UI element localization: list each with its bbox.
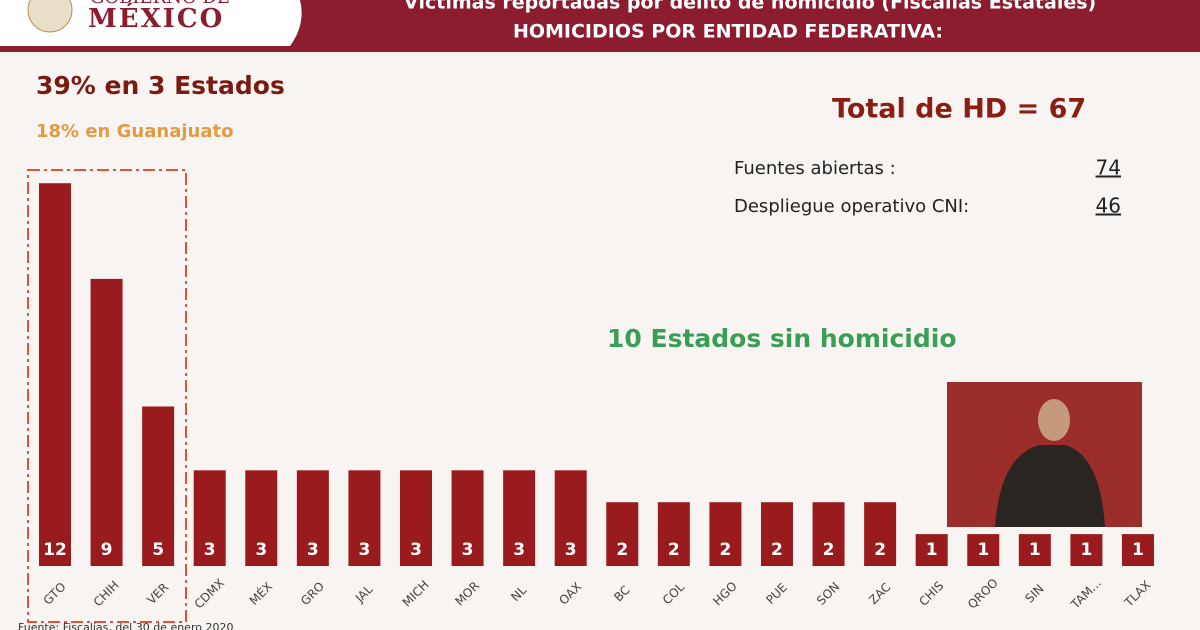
breakdown-label: Despliegue operativo CNI: [734, 196, 969, 217]
bar [812, 502, 845, 566]
bar [554, 470, 587, 566]
bar [399, 470, 432, 566]
chart-subtitle: HOMICIDIOS POR ENTIDAD FEDERATIVA: [513, 21, 943, 43]
value-label: 2 [616, 540, 628, 560]
value-label: 2 [874, 540, 886, 560]
value-label: 3 [255, 540, 267, 560]
logo-bottom: MÉXICO [88, 2, 224, 34]
x-tick-label: NL [508, 583, 529, 604]
bar [1070, 534, 1103, 566]
value-label: 1 [977, 540, 989, 560]
x-tick-label: COL [660, 580, 687, 607]
bar [451, 470, 484, 566]
note: 10 Estados sin homicidio [607, 324, 957, 353]
value-label: 3 [307, 540, 319, 560]
logo-top: GOBIERNO DE [90, 0, 230, 8]
x-tick-label: QROO [965, 576, 1001, 612]
bar [503, 470, 536, 566]
x-tick-label: CHIS [916, 579, 946, 609]
x-tick-label: VER [144, 580, 171, 607]
x-tick-label: OAX [556, 580, 584, 608]
bar [657, 502, 690, 566]
total: Total de HD = 67 [832, 94, 1086, 125]
source: Fuente: Fiscalías, del 30 de enero 2020 [18, 621, 233, 630]
bar [709, 502, 742, 566]
x-tick-label: SON [814, 579, 842, 607]
breakdown-value: 46 [1096, 194, 1121, 218]
value-label: 2 [771, 540, 783, 560]
bar [915, 534, 948, 566]
highlight: 39% en 3 Estados [36, 71, 285, 100]
bar [39, 183, 71, 566]
value-label: 2 [823, 540, 835, 560]
value-label: 1 [1029, 540, 1041, 560]
figure-body [995, 445, 1105, 527]
bar [606, 502, 639, 566]
bar [1121, 534, 1154, 566]
x-tick-label: MÉX [246, 579, 275, 608]
x-tick-label: GRO [298, 579, 327, 608]
highlight-sub: 18% en Guanajuato [36, 121, 233, 142]
bar [864, 502, 897, 566]
x-tick-label: TLAX [1121, 578, 1153, 610]
bar [1018, 534, 1051, 566]
x-tick-label: ZAC [866, 580, 893, 607]
bar [90, 278, 123, 566]
x-tick-label: BC [611, 583, 633, 605]
value-label: 3 [204, 540, 216, 560]
x-tick-label: HGO [710, 579, 740, 609]
logo-emblem [27, 0, 73, 33]
x-tick-label: MOR [452, 579, 482, 609]
x-tick-label: JAL [352, 582, 376, 606]
value-label: 9 [101, 540, 113, 560]
bar [245, 470, 278, 566]
bar [760, 502, 793, 566]
bar [967, 534, 1000, 566]
x-tick-label: TAM... [1068, 576, 1104, 612]
value-label: 3 [410, 540, 422, 560]
value-label: 3 [565, 540, 577, 560]
value-label: 2 [719, 540, 731, 560]
bar [142, 406, 175, 566]
value-label: 3 [513, 540, 525, 560]
value-label: 5 [152, 540, 164, 560]
bar [193, 470, 226, 566]
value-label: 3 [462, 540, 474, 560]
x-tick-label: CDMX [192, 576, 227, 611]
value-label: 1 [1080, 540, 1092, 560]
x-tick-label: CHIH [91, 578, 122, 609]
bar [296, 470, 329, 566]
value-label: 12 [43, 540, 67, 560]
x-tick-label: SIN [1022, 582, 1046, 606]
bar [348, 470, 381, 566]
logo-panel [0, 0, 302, 46]
highlight-box [27, 169, 187, 623]
x-tick-label: PUE [763, 580, 790, 607]
value-label: 3 [358, 540, 370, 560]
value-label: 1 [1132, 540, 1144, 560]
chart-title: Víctimas reportadas por delito de homici… [404, 0, 1096, 14]
x-tick-label: GTO [41, 580, 69, 608]
value-label: 1 [926, 540, 938, 560]
breakdown-value: 74 [1096, 156, 1121, 180]
figure-head [1038, 399, 1070, 441]
value-label: 2 [668, 540, 680, 560]
x-tick-label: MICH [400, 578, 432, 610]
interpreter-video [947, 382, 1142, 527]
breakdown-label: Fuentes abiertas : [734, 158, 896, 179]
